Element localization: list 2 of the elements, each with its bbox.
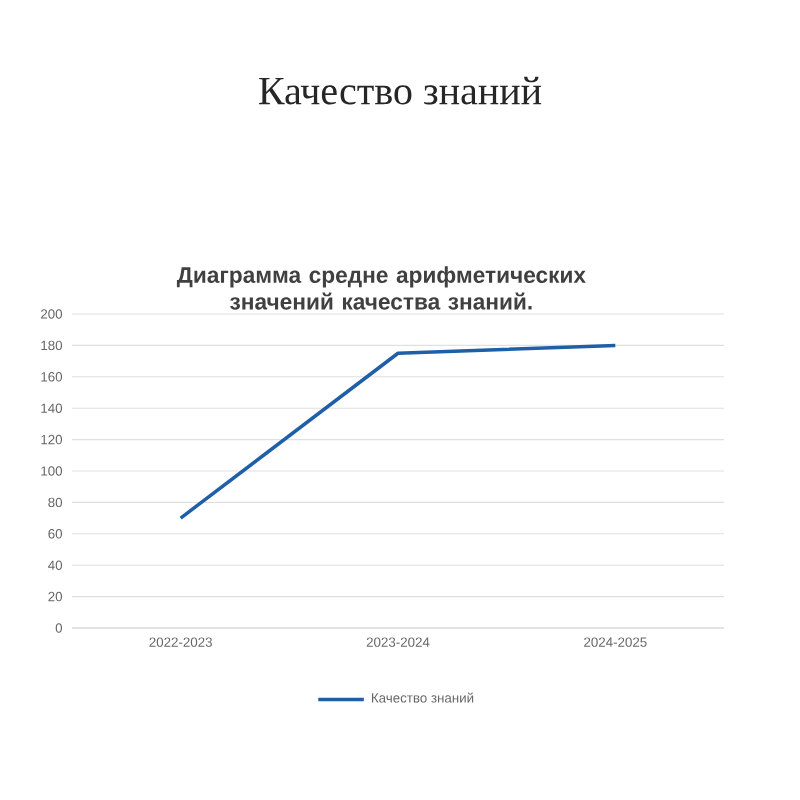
chart-subtitle: Диаграмма средне арифметических значений качества знаний. [176, 266, 586, 310]
chart-title: Качество знаний [259, 76, 542, 105]
